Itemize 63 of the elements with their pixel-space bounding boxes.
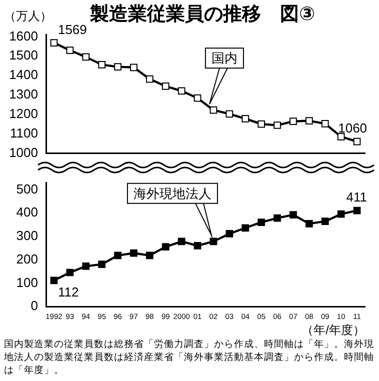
- point: [114, 63, 122, 71]
- y-tick-label: 300: [16, 228, 38, 244]
- text: 国内: [211, 50, 238, 66]
- x-axis-title: （年/年度）: [302, 323, 365, 338]
- point: [226, 230, 234, 238]
- point: [194, 94, 202, 102]
- point: [226, 110, 234, 118]
- data-label: 1569: [58, 22, 87, 37]
- point: [353, 138, 361, 146]
- point: [274, 122, 281, 129]
- y-tick-label: 1100: [10, 125, 38, 140]
- text: 国内製造業の従業員数は総務省「労働力調査」から作成、時間軸は「年」。海外現地法人の製造業従業員数は経済産業省「海外事業活動基本調査」から作成。時間軸は「年度」。: [4, 338, 375, 377]
- y-tick-label: 500: [16, 181, 38, 196]
- point: [353, 206, 361, 214]
- point: [146, 252, 154, 260]
- y-tick-label: 1300: [9, 86, 38, 102]
- y-tick-label: 0: [30, 298, 38, 314]
- y-tick-label: 1200: [9, 106, 38, 121]
- point: [242, 224, 250, 232]
- point: [321, 218, 329, 226]
- point: [305, 117, 313, 124]
- point: [258, 218, 266, 226]
- chart-title: 製造業従業員の推移 図③: [90, 3, 316, 27]
- point: [210, 106, 218, 114]
- point: [50, 276, 58, 284]
- point: [82, 53, 90, 61]
- y-tick-label: 100: [16, 274, 38, 290]
- point: [337, 133, 345, 140]
- point: [242, 114, 250, 122]
- point: [290, 211, 297, 218]
- point: [162, 243, 170, 250]
- y-tick-label: 1000: [9, 144, 38, 160]
- point: [98, 61, 106, 68]
- point: [194, 242, 202, 250]
- data-label: 1060: [338, 120, 368, 136]
- point: [274, 214, 281, 222]
- point: [258, 120, 266, 128]
- point: [178, 87, 186, 95]
- point: [130, 64, 138, 72]
- data-label: 411: [346, 190, 368, 205]
- point: [178, 238, 186, 246]
- point: [66, 268, 74, 276]
- point: [305, 220, 313, 228]
- point: [130, 249, 138, 257]
- point: [321, 120, 329, 128]
- y-tick-label: 400: [16, 204, 38, 220]
- text: 海外現地法人: [133, 186, 212, 202]
- point: [337, 210, 345, 218]
- point: [146, 75, 154, 83]
- y-tick-label: 1600: [9, 28, 38, 44]
- point: [82, 262, 90, 270]
- point: [50, 39, 58, 46]
- point: [114, 252, 122, 260]
- point: [162, 82, 170, 90]
- y-tick-label: 1500: [9, 48, 38, 63]
- data-label: 112: [58, 284, 79, 300]
- y-tick-label: 200: [16, 251, 38, 266]
- y-tick-label: 1400: [9, 67, 38, 82]
- point: [66, 46, 74, 54]
- y-axis-title: （万人）: [4, 8, 52, 25]
- point: [290, 118, 297, 126]
- point: [98, 260, 106, 268]
- point: [210, 238, 218, 246]
